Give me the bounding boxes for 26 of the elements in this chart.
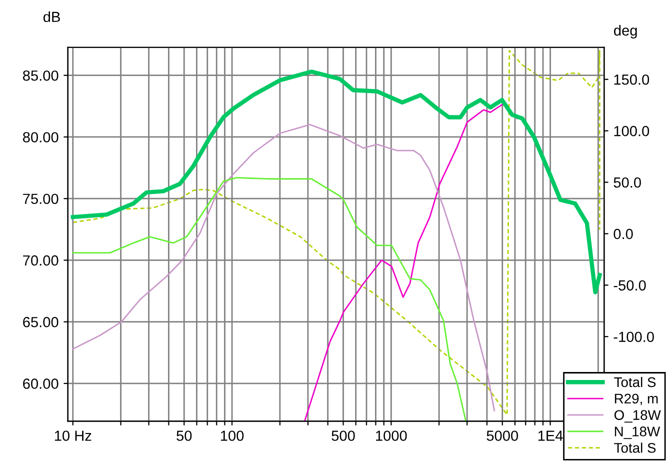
x-tick-label: 5000 <box>486 430 518 441</box>
y-tick-label: 65.00 <box>23 316 58 328</box>
y2-tick-label: 100.0 <box>614 126 650 136</box>
y-tick-label: 70.00 <box>23 255 58 266</box>
y-tick-label: 75.00 <box>23 194 58 204</box>
x-tick-label: 10 Hz <box>54 430 92 441</box>
x-tick-label: 50 <box>176 430 192 441</box>
y2-axis-title: deg <box>614 24 637 39</box>
y-tick-label: 60.00 <box>23 378 58 389</box>
legend-label: N_18W <box>614 426 660 440</box>
x-tick-label: 1000 <box>376 430 407 441</box>
x-tick-label: 500 <box>332 430 355 441</box>
y-tick-label: 80.00 <box>22 132 58 142</box>
y-tick-label: 85.00 <box>22 70 58 81</box>
y2-tick-label: 50.0 <box>614 177 641 188</box>
legend-label: Total S <box>614 442 656 453</box>
y2-tick-label: -100.0 <box>614 332 654 342</box>
x-tick-label: 1E4 <box>538 430 563 441</box>
legend-label: Total S <box>614 376 656 388</box>
legend-label: O_18W <box>614 410 661 423</box>
y2-tick-label: 0.0 <box>614 228 633 240</box>
x-tick-label: 100 <box>220 430 244 441</box>
y2-tick-label: -50.0 <box>614 280 646 291</box>
y-axis-title: dB <box>43 11 60 22</box>
legend-label: R29, m <box>614 394 658 406</box>
y2-tick-label: 150.0 <box>614 74 650 85</box>
